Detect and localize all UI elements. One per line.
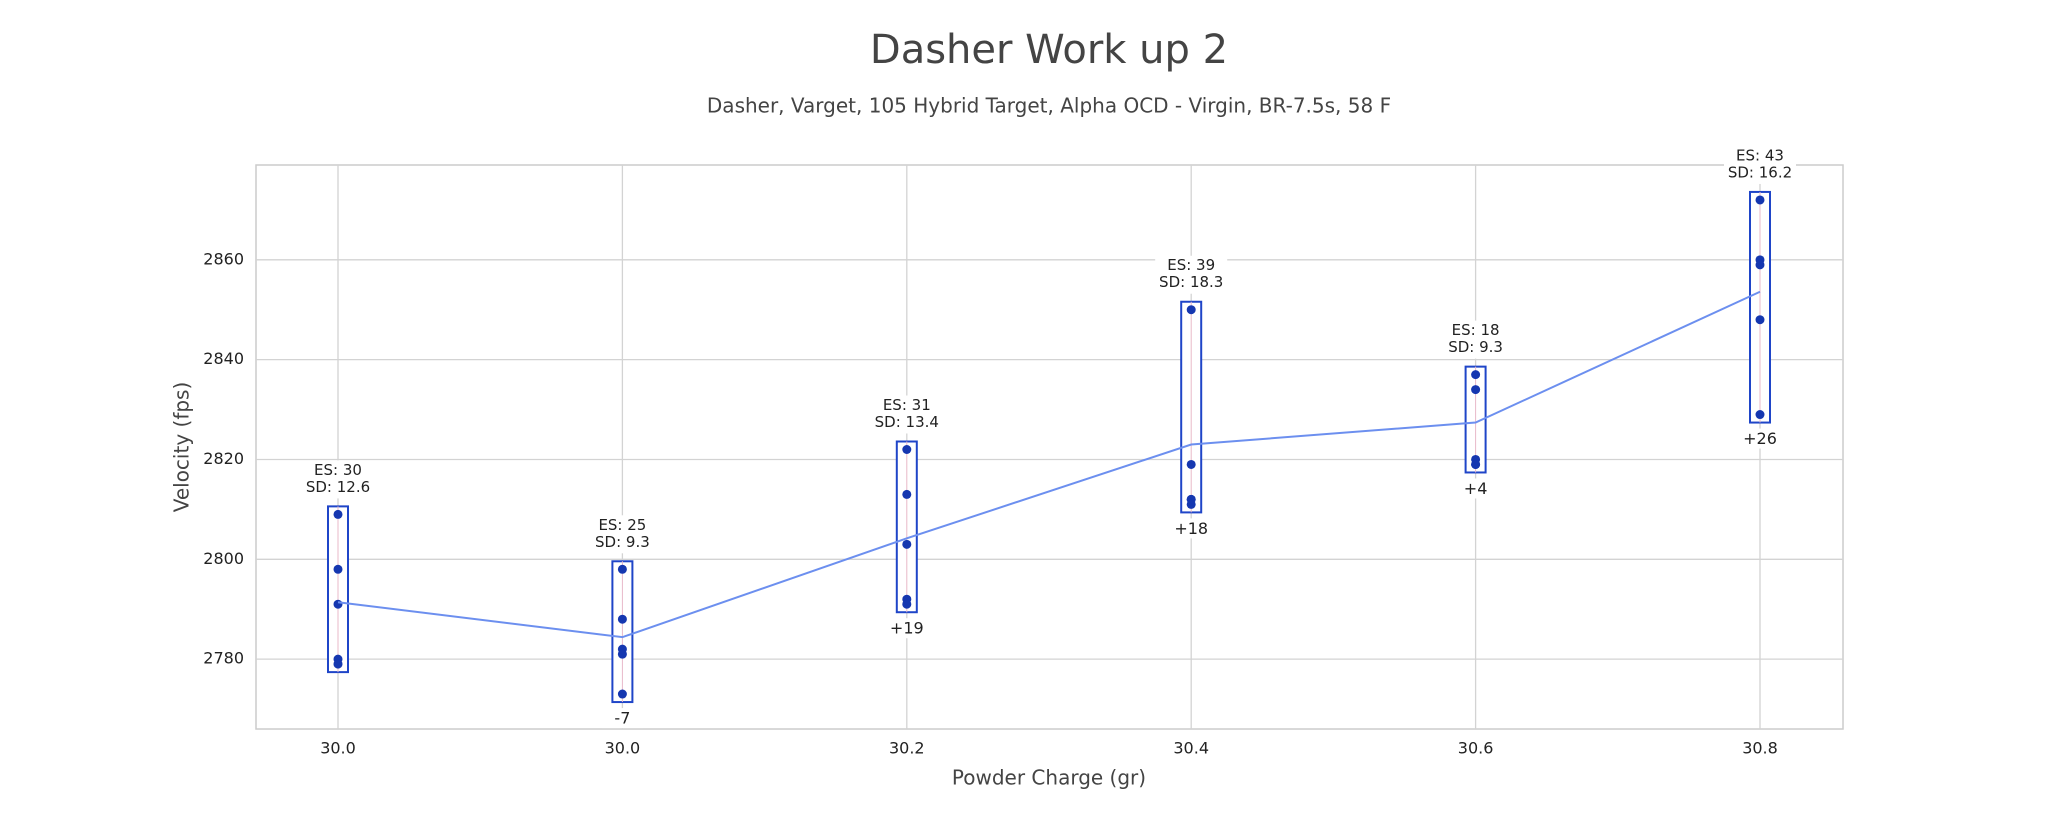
label-bg xyxy=(1724,145,1796,184)
chart-subtitle: Dasher, Varget, 105 Hybrid Target, Alpha… xyxy=(707,94,1391,118)
shot-point xyxy=(333,564,343,574)
sd-label: SD: 16.2 xyxy=(1728,163,1792,181)
sd-label: SD: 9.3 xyxy=(595,533,650,551)
shot-point xyxy=(333,659,343,669)
shot-point xyxy=(1471,385,1481,395)
es-label: ES: 39 xyxy=(1167,256,1215,274)
label-bg xyxy=(1439,320,1512,359)
mean-line xyxy=(337,290,1761,639)
x-axis-label: Powder Charge (gr) xyxy=(952,766,1146,790)
es-label: ES: 31 xyxy=(883,396,931,414)
shot-point xyxy=(617,614,627,624)
x-tick-label: 30.0 xyxy=(320,739,356,758)
shot-point xyxy=(617,564,627,574)
y-tick-label: 2800 xyxy=(203,549,244,568)
shot-point xyxy=(902,539,912,549)
delta-label: +18 xyxy=(1174,519,1208,538)
label-bg xyxy=(1171,518,1212,539)
chart-title: Dasher Work up 2 xyxy=(870,27,1228,73)
shot-point xyxy=(1186,499,1196,509)
es-label: ES: 43 xyxy=(1736,146,1784,164)
sd-label: SD: 9.3 xyxy=(1448,338,1503,356)
sd-label: SD: 13.4 xyxy=(875,413,939,431)
shot-point xyxy=(1471,370,1481,380)
shot-point xyxy=(617,649,627,659)
delta-label: +19 xyxy=(890,619,924,638)
label-bg xyxy=(886,618,927,639)
label-bg xyxy=(1740,428,1780,449)
label-bg xyxy=(1155,255,1228,294)
y-tick-label: 2840 xyxy=(203,349,244,368)
delta-label: +4 xyxy=(1464,479,1488,498)
delta-label: -7 xyxy=(614,709,630,728)
es-label: ES: 18 xyxy=(1452,321,1500,339)
shot-point xyxy=(902,444,912,454)
shot-point xyxy=(333,509,343,519)
es-label: ES: 25 xyxy=(598,516,646,534)
shot-point xyxy=(1755,410,1765,420)
shot-point xyxy=(1755,195,1765,205)
shot-point xyxy=(1471,459,1481,469)
sd-label: SD: 12.6 xyxy=(306,478,370,496)
label-bg xyxy=(302,460,374,499)
x-tick-label: 30.4 xyxy=(1173,739,1209,758)
x-tick-label: 30.8 xyxy=(1742,739,1778,758)
shot-point xyxy=(333,599,343,609)
es-label: ES: 30 xyxy=(314,461,362,479)
y-tick-label: 2860 xyxy=(203,249,244,268)
y-tick-label: 2780 xyxy=(203,649,244,668)
label-bg xyxy=(1455,478,1496,499)
label-bg xyxy=(602,708,643,729)
label-bg xyxy=(870,395,943,434)
shot-point xyxy=(1186,459,1196,469)
plot-frame xyxy=(255,164,1844,730)
x-tick-label: 30.2 xyxy=(889,739,925,758)
shot-point xyxy=(1755,315,1765,325)
sd-label: SD: 18.3 xyxy=(1159,273,1223,291)
shot-point xyxy=(902,489,912,499)
x-tick-label: 30.6 xyxy=(1458,739,1494,758)
shot-point xyxy=(617,689,627,699)
shot-point xyxy=(1755,260,1765,270)
delta-label: +26 xyxy=(1743,429,1777,448)
x-tick-label: 30.0 xyxy=(605,739,641,758)
shot-point xyxy=(1186,305,1196,315)
shot-point xyxy=(902,599,912,609)
label-bg xyxy=(586,515,659,554)
y-tick-label: 2820 xyxy=(203,449,244,468)
y-axis-label: Velocity (fps) xyxy=(170,382,194,513)
